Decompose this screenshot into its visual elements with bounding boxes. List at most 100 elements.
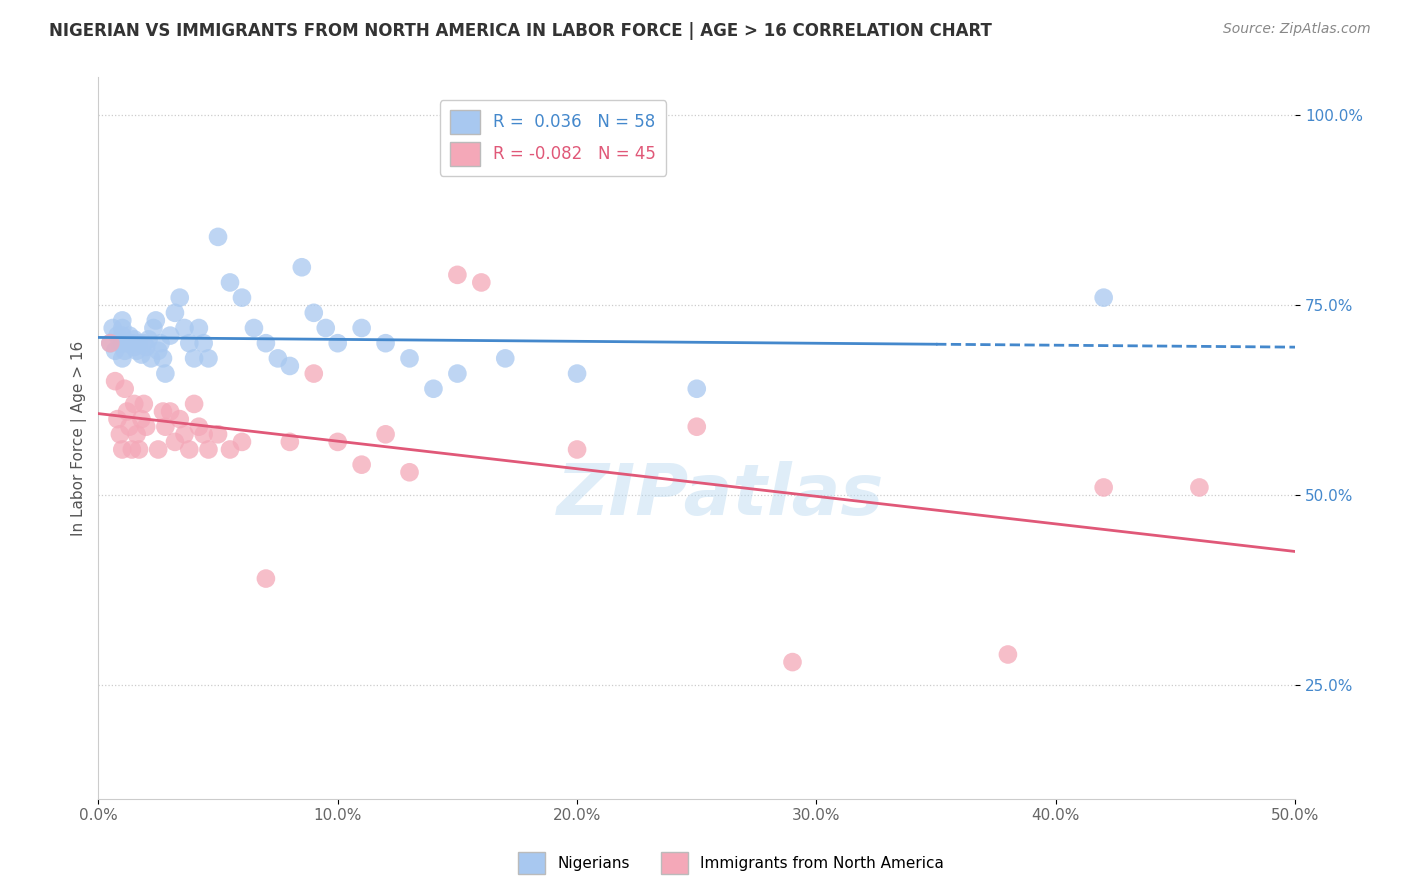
- Point: [267, 351, 290, 366]
- Point: [565, 442, 588, 457]
- Point: [193, 336, 215, 351]
- Point: [187, 419, 209, 434]
- Point: [104, 374, 127, 388]
- Point: [115, 336, 138, 351]
- Point: [997, 648, 1019, 662]
- Point: [135, 419, 157, 434]
- Point: [1188, 480, 1211, 494]
- Point: [131, 412, 153, 426]
- Text: Source: ZipAtlas.com: Source: ZipAtlas.com: [1223, 22, 1371, 37]
- Point: [782, 655, 804, 669]
- Point: [122, 340, 145, 354]
- Point: [108, 427, 131, 442]
- Point: [98, 336, 121, 351]
- Point: [173, 321, 195, 335]
- Point: [219, 276, 242, 290]
- Point: [111, 442, 134, 457]
- Point: [446, 268, 468, 282]
- Point: [398, 351, 420, 366]
- Point: [243, 321, 266, 335]
- Point: [163, 306, 186, 320]
- Point: [183, 397, 205, 411]
- Legend: R =  0.036   N = 58, R = -0.082   N = 45: R = 0.036 N = 58, R = -0.082 N = 45: [440, 100, 666, 176]
- Point: [231, 434, 253, 449]
- Point: [107, 412, 129, 426]
- Point: [155, 367, 177, 381]
- Point: [145, 313, 167, 327]
- Point: [398, 465, 420, 479]
- Point: [187, 321, 209, 335]
- Point: [125, 343, 148, 358]
- Point: [326, 336, 349, 351]
- Point: [152, 351, 174, 366]
- Point: [686, 382, 709, 396]
- Point: [108, 336, 131, 351]
- Point: [104, 343, 127, 358]
- Point: [1092, 480, 1115, 494]
- Point: [122, 332, 145, 346]
- Point: [132, 397, 155, 411]
- Point: [111, 351, 134, 366]
- Point: [169, 412, 191, 426]
- Point: [111, 336, 134, 351]
- Point: [565, 367, 588, 381]
- Point: [197, 351, 219, 366]
- Point: [179, 336, 201, 351]
- Point: [114, 382, 136, 396]
- Point: [121, 336, 143, 351]
- Point: [155, 419, 177, 434]
- Point: [302, 367, 325, 381]
- Point: [179, 442, 201, 457]
- Point: [138, 332, 160, 346]
- Point: [446, 367, 468, 381]
- Point: [278, 359, 301, 373]
- Point: [139, 351, 162, 366]
- Legend: Nigerians, Immigrants from North America: Nigerians, Immigrants from North America: [512, 846, 950, 880]
- Point: [142, 321, 165, 335]
- Point: [115, 404, 138, 418]
- Point: [254, 336, 277, 351]
- Point: [118, 419, 141, 434]
- Point: [148, 343, 170, 358]
- Point: [302, 306, 325, 320]
- Point: [350, 458, 373, 472]
- Point: [1092, 291, 1115, 305]
- Point: [132, 336, 155, 351]
- Point: [315, 321, 337, 335]
- Point: [98, 336, 121, 351]
- Point: [114, 343, 136, 358]
- Text: NIGERIAN VS IMMIGRANTS FROM NORTH AMERICA IN LABOR FORCE | AGE > 16 CORRELATION : NIGERIAN VS IMMIGRANTS FROM NORTH AMERIC…: [49, 22, 993, 40]
- Point: [326, 434, 349, 449]
- Point: [470, 276, 492, 290]
- Point: [291, 260, 314, 275]
- Point: [149, 336, 172, 351]
- Point: [219, 442, 242, 457]
- Point: [152, 404, 174, 418]
- Point: [422, 382, 444, 396]
- Point: [254, 572, 277, 586]
- Point: [169, 291, 191, 305]
- Point: [101, 321, 124, 335]
- Point: [128, 336, 150, 351]
- Point: [207, 427, 229, 442]
- Point: [350, 321, 373, 335]
- Point: [193, 427, 215, 442]
- Point: [111, 321, 134, 335]
- Point: [107, 328, 129, 343]
- Point: [148, 442, 170, 457]
- Point: [135, 340, 157, 354]
- Point: [128, 442, 150, 457]
- Point: [197, 442, 219, 457]
- Point: [159, 404, 181, 418]
- Point: [118, 328, 141, 343]
- Point: [374, 336, 396, 351]
- Point: [121, 442, 143, 457]
- Point: [207, 230, 229, 244]
- Point: [173, 427, 195, 442]
- Point: [374, 427, 396, 442]
- Point: [231, 291, 253, 305]
- Y-axis label: In Labor Force | Age > 16: In Labor Force | Age > 16: [72, 341, 87, 536]
- Point: [131, 348, 153, 362]
- Point: [278, 434, 301, 449]
- Point: [122, 397, 145, 411]
